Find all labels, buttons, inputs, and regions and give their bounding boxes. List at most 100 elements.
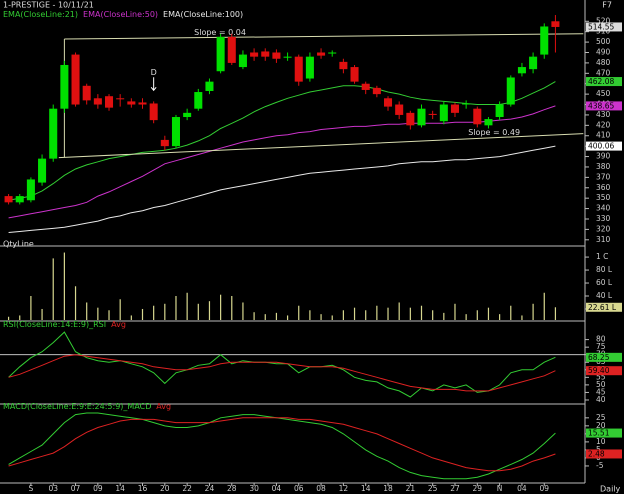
volume-bar [398, 302, 400, 320]
candle-body [384, 98, 393, 107]
price-tag-label: 68.25 [588, 353, 610, 362]
x-tick-label: 14 [361, 484, 371, 493]
x-tick-label: 30 [249, 484, 259, 493]
legend-entry: EMA(CloseLine:50) [83, 10, 158, 19]
volume-bar [476, 310, 478, 320]
legend-entry: MACD(CloseLine:E:9:E:24:5:9)_MACD [3, 402, 151, 411]
volume-bar [220, 294, 222, 320]
volume-bar [521, 315, 523, 320]
candle-body [439, 104, 448, 122]
x-tick-label: 08 [316, 484, 326, 493]
x-tick-label: 18 [383, 484, 393, 493]
volume-bar [420, 305, 423, 320]
candle-body [551, 21, 560, 27]
y-tick-label: 320 [596, 224, 611, 233]
candle-body [261, 51, 270, 57]
candle-body [339, 61, 348, 70]
candle-body [149, 103, 158, 121]
y-tick-label: 390 [596, 152, 611, 161]
candle-body [216, 36, 225, 72]
y-tick-label: 40 L [596, 291, 613, 300]
x-tick-label: 09 [539, 484, 549, 493]
volume-bar [543, 292, 545, 320]
series-line [8, 354, 556, 392]
candle-body [171, 117, 180, 147]
candle-body [60, 64, 69, 109]
volume-bar [231, 296, 233, 320]
volume-bar [242, 302, 244, 320]
volume-bar [108, 310, 110, 320]
trendline-label: Slope = 0.49 [468, 128, 520, 137]
y-tick-label: 1 C [596, 252, 608, 261]
y-tick-label: 490 [596, 48, 611, 57]
volume-bar [432, 310, 434, 320]
y-tick-label: 330 [596, 214, 611, 223]
price-tag-label: 514.55 [588, 22, 614, 31]
y-tick-label: 360 [596, 183, 611, 192]
candle-body [238, 54, 247, 68]
annotation: D [151, 68, 157, 77]
y-tick-label: 420 [596, 120, 611, 129]
candle-body [4, 196, 13, 203]
price-tag-label: 2.48 [588, 449, 605, 458]
volume-bar [465, 314, 467, 320]
legend-entry: RSI(CloseLine:14:E:9)_RSI [3, 320, 106, 329]
candle-body [250, 52, 259, 57]
y-tick-label: 75 [596, 342, 606, 351]
price-tag [586, 141, 622, 151]
y-tick-label: 80 L [596, 265, 613, 274]
price-tag [586, 428, 622, 438]
volume-bar [554, 307, 557, 320]
candle-body [82, 85, 91, 101]
volume-bar [331, 315, 333, 320]
candle-body [26, 179, 35, 201]
candle-body [160, 139, 169, 147]
volume-bar [409, 307, 411, 320]
candle-body [484, 119, 493, 126]
x-tick-label: 12 [339, 484, 349, 493]
price-tag-label: 59.40 [588, 366, 610, 375]
x-tick-label: 14 [115, 484, 125, 493]
candle-body [473, 108, 482, 125]
x-tick-label: 28 [227, 484, 237, 493]
volume-bar [264, 314, 266, 320]
candle-body [227, 36, 236, 63]
x-tick-label: 09 [93, 484, 103, 493]
volume-bar [499, 314, 501, 320]
x-tick-label: S [29, 484, 34, 493]
candle-body [194, 92, 203, 109]
annotation-arrow [150, 77, 157, 92]
price-tag-label: 462.08 [588, 77, 614, 86]
x-tick-label: 24 [205, 484, 215, 493]
volume-bar [298, 305, 300, 320]
candle-body [462, 103, 471, 105]
y-tick-label: 310 [596, 235, 611, 244]
x-tick-label: 29 [473, 484, 483, 493]
legend: MACD(CloseLine:E:9:E:24:5:9)_MACD Avg [3, 402, 171, 411]
series-line [8, 412, 556, 480]
candle-body [305, 56, 314, 79]
candle-body [361, 83, 370, 90]
series-line [8, 331, 556, 398]
x-tick-label: 07 [71, 484, 81, 493]
candle-body [317, 52, 326, 56]
x-tick-label: 25 [428, 484, 438, 493]
price-tag [586, 77, 622, 87]
volume-bar [487, 307, 490, 320]
price-tag [586, 101, 622, 111]
candle-body [49, 108, 58, 159]
volume-bar [19, 315, 21, 320]
y-tick-label: 450 [596, 89, 611, 98]
volume-bar [309, 310, 311, 320]
candle-body [529, 56, 538, 70]
price-tag [586, 352, 622, 362]
candle-body [395, 104, 404, 115]
legend: EMA(CloseLine:21) EMA(CloseLine:50) EMA(Cl… [3, 10, 243, 19]
candle-body [105, 96, 114, 108]
x-tick-label: 20 [160, 484, 170, 493]
volume-bar [52, 258, 54, 320]
volume-bar [97, 307, 99, 320]
y-tick-label: 40 [596, 395, 606, 404]
x-tick-label: 22 [182, 484, 192, 493]
